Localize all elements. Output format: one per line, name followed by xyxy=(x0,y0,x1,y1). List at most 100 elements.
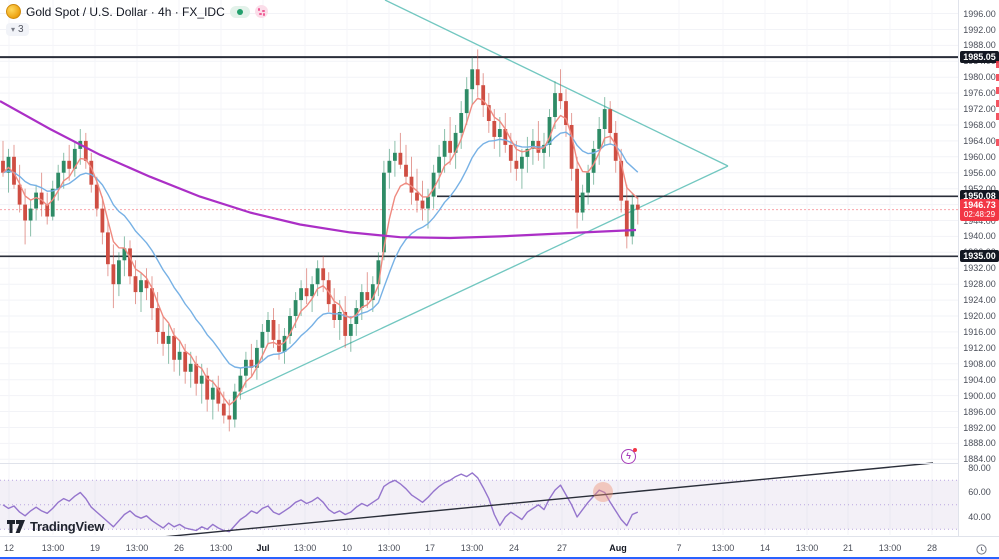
price-tick: 1980.00 xyxy=(963,72,996,83)
candle xyxy=(89,160,94,185)
time-tick: 13:00 xyxy=(795,543,819,553)
candle xyxy=(520,156,524,169)
time-tick: 27 xyxy=(556,543,568,553)
time-axis[interactable]: 12 13:00 19 13:00 26 13:00 Jul 13:00 10 13:00 17 13… xyxy=(0,536,999,558)
candle xyxy=(288,316,292,336)
candle xyxy=(117,260,121,285)
time-tick: 13:00 xyxy=(377,543,401,553)
candle xyxy=(420,200,425,209)
candle xyxy=(459,113,464,133)
time-tick: 14 xyxy=(759,543,771,553)
candle xyxy=(260,331,265,348)
last-price-label: 1946.73 02:48:29 xyxy=(960,198,999,221)
ema-slow-line xyxy=(2,131,639,369)
candle xyxy=(508,144,513,161)
price-tick: 1996.00 xyxy=(963,8,996,19)
symbol-title[interactable]: Gold Spot / U.S. Dollar · 4h · FX_IDC xyxy=(26,4,225,19)
candle xyxy=(161,331,165,344)
level-price-label: 1935.00 xyxy=(960,250,999,263)
symbol-legend: Gold Spot / U.S. Dollar · 4h · FX_IDC ▾ … xyxy=(6,4,268,37)
rsi-tick: 80.00 xyxy=(968,463,991,473)
price-tick: 1956.00 xyxy=(963,167,996,178)
candle xyxy=(359,292,364,308)
edge-alert-marker xyxy=(996,74,999,81)
candle xyxy=(442,140,447,157)
candle xyxy=(227,415,232,420)
candle xyxy=(343,312,348,336)
indicators-count: 3 xyxy=(18,24,24,35)
time-tick: 21 xyxy=(842,543,854,553)
candle xyxy=(1,160,5,173)
edge-alert-marker xyxy=(996,139,999,146)
rsi-line xyxy=(2,472,639,533)
candle xyxy=(514,160,519,169)
main-chart-pane[interactable]: Gold Spot / U.S. Dollar · 4h · FX_IDC ▾ … xyxy=(0,0,958,536)
candle xyxy=(475,69,480,86)
candle xyxy=(337,312,342,320)
candle xyxy=(216,387,221,404)
candle xyxy=(83,140,88,161)
teal-trendline xyxy=(232,165,729,399)
candle xyxy=(453,132,458,153)
candle xyxy=(232,391,237,420)
time-tick: 17 xyxy=(424,543,436,553)
tradingview-logo[interactable]: TradingView xyxy=(7,519,104,534)
candle xyxy=(28,208,33,221)
candle xyxy=(608,109,613,133)
teal-trendline xyxy=(384,0,729,167)
price-axis[interactable]: 1996.001992.001988.001984.001980.001976.… xyxy=(958,0,999,536)
candle xyxy=(635,204,640,210)
chart-canvas[interactable] xyxy=(0,0,958,536)
candle xyxy=(150,288,154,309)
candle xyxy=(139,280,143,293)
tradingview-logo-icon xyxy=(7,520,25,533)
time-tick: Jul xyxy=(256,543,270,553)
candle xyxy=(426,196,430,209)
time-tick: 13:00 xyxy=(878,543,902,553)
rsi-tick: 60.00 xyxy=(968,487,991,497)
candle xyxy=(111,264,116,285)
candle xyxy=(271,320,276,340)
candle xyxy=(238,375,243,392)
candle xyxy=(188,363,193,372)
chevron-down-icon: ▾ xyxy=(11,25,16,34)
price-tick: 1932.00 xyxy=(963,263,996,274)
candle xyxy=(525,148,530,157)
candle xyxy=(486,105,491,121)
candle xyxy=(94,184,99,209)
time-tick: Aug xyxy=(609,543,627,553)
candle xyxy=(531,140,535,149)
candle xyxy=(630,204,635,237)
candle xyxy=(382,172,386,253)
candle xyxy=(72,148,77,169)
time-tick: 24 xyxy=(508,543,520,553)
candle xyxy=(166,335,171,344)
edge-alert-marker xyxy=(996,87,999,94)
candle xyxy=(547,117,552,145)
candle xyxy=(106,232,110,265)
edge-alert-marker xyxy=(996,113,999,120)
alert-icon[interactable]: ϟ xyxy=(621,448,637,464)
price-tick: 1896.00 xyxy=(963,406,996,417)
candle xyxy=(569,125,574,169)
price-tick: 1916.00 xyxy=(963,326,996,337)
candle xyxy=(464,89,469,114)
candle xyxy=(393,152,397,161)
clock-icon[interactable] xyxy=(976,542,987,559)
candle xyxy=(586,172,590,193)
candle xyxy=(470,69,475,90)
candle xyxy=(293,300,298,316)
candle xyxy=(199,375,204,384)
time-tick: 7 xyxy=(676,543,682,553)
rsi-trendline xyxy=(165,462,934,536)
time-tick: 28 xyxy=(926,543,938,553)
candle xyxy=(558,93,563,102)
bottom-accent-bar xyxy=(0,557,999,559)
indicators-collapse-chip[interactable]: ▾ 3 xyxy=(6,23,29,36)
lightning-icon: ϟ xyxy=(626,451,631,461)
rsi-highlight-circle xyxy=(593,482,613,502)
symbol-flag-icon[interactable] xyxy=(254,5,268,18)
candle xyxy=(624,200,629,237)
candle xyxy=(575,168,579,213)
market-open-status-icon[interactable] xyxy=(229,5,250,18)
